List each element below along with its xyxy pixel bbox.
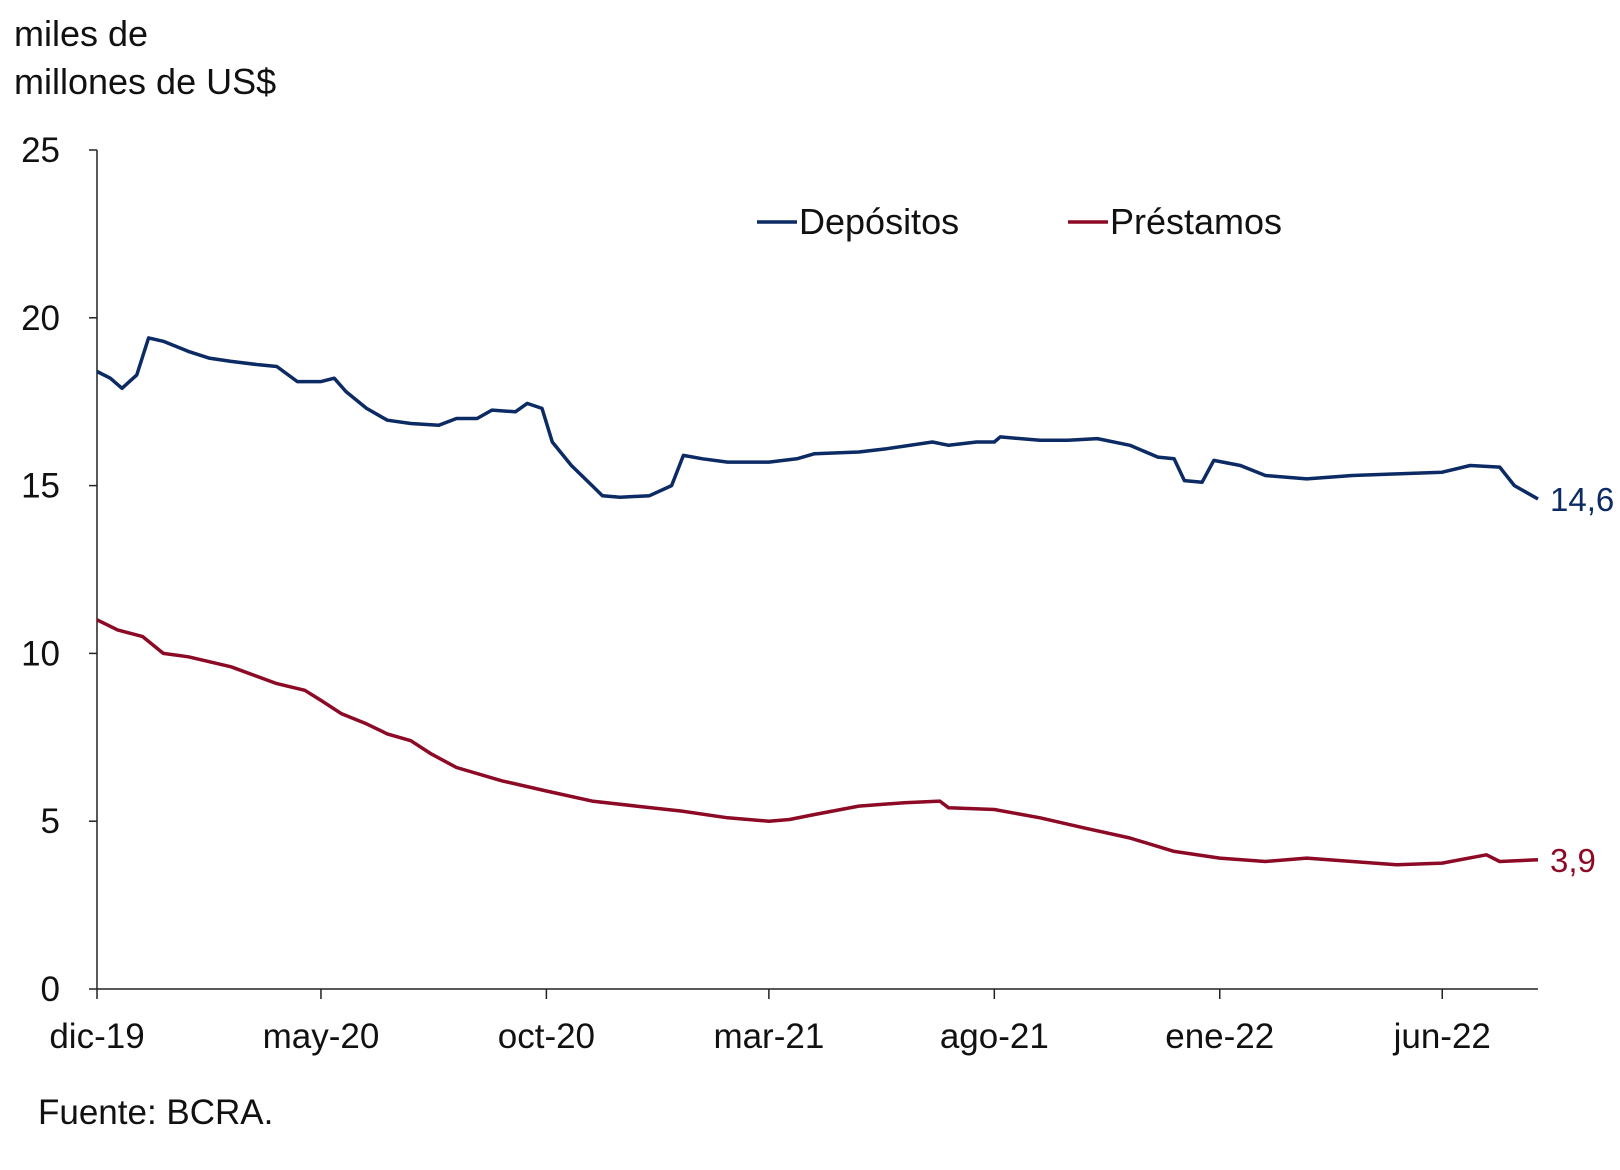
y-axis-label-line1: miles de [14,13,149,54]
series-line-depositos [96,336,1539,501]
x-tick-label: ago-21 [940,1017,1049,1056]
legend-label: Préstamos [1110,201,1282,242]
y-tick-label: 5 [41,802,60,841]
legend-label: Depósitos [799,201,959,242]
x-tick-label: may-20 [263,1017,380,1056]
y-tick-label: 15 [21,467,60,506]
x-tick-label: ene-22 [1165,1017,1274,1056]
y-axis-label-line2: millones de US$ [14,61,277,102]
x-tick-label: oct-20 [498,1017,595,1056]
x-tick-label: jun-22 [1393,1017,1491,1056]
y-axis-label: miles de millones de US$ [14,10,276,106]
y-tick-label: 10 [21,634,60,673]
end-label: 3,9 [1550,842,1596,879]
end-label: 14,6 [1550,481,1614,518]
y-tick-label: 20 [21,299,60,338]
y-tick-label: 0 [41,970,60,1009]
x-tick-label: dic-19 [49,1017,144,1056]
series-line-prestamos [96,618,1539,867]
source-note: Fuente: BCRA. [38,1093,274,1132]
x-tick-label: mar-21 [713,1017,824,1056]
y-tick-label: 25 [21,131,60,170]
